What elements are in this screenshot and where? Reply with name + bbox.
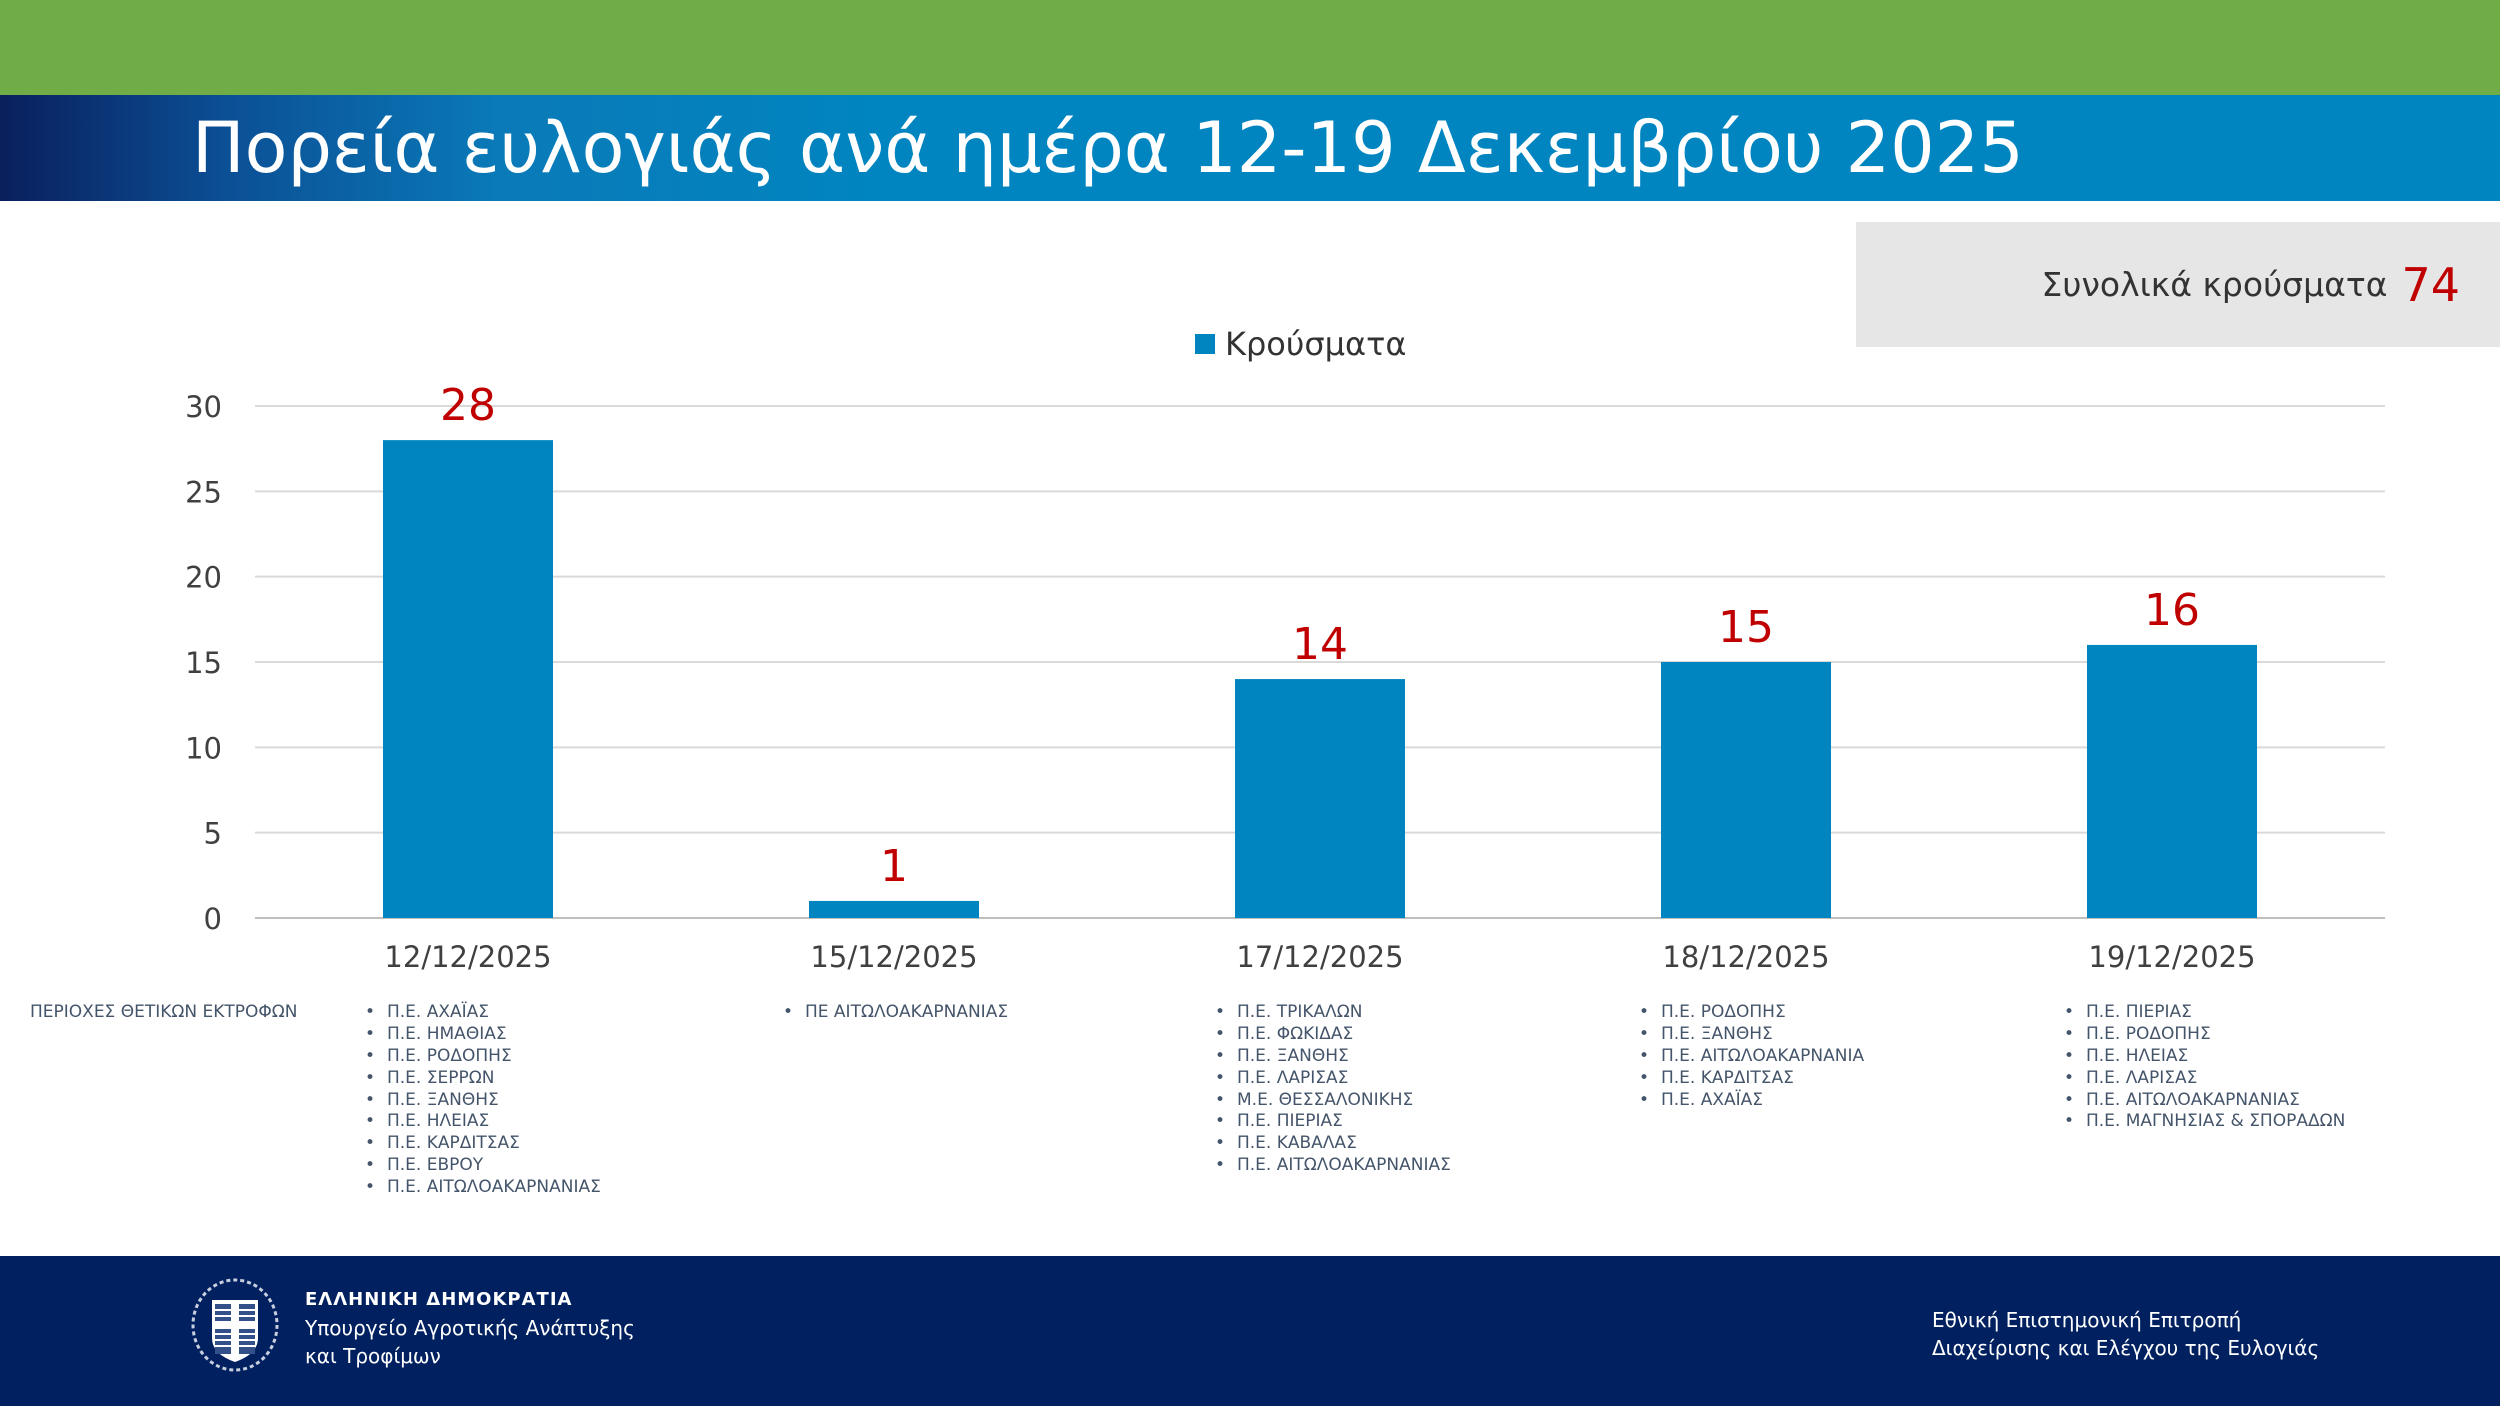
region-item: Π.Ε. ΣΕΡΡΩΝ	[365, 1068, 601, 1090]
committee-text: Εθνική Επιστημονική Επιτροπή Διαχείρισης…	[1932, 1306, 2319, 1362]
top-band	[0, 0, 2500, 95]
x-tick-label: 19/12/2025	[2088, 940, 2255, 974]
legend-swatch	[1195, 334, 1215, 354]
bar-chart: 0 5 10 15 20 25 30 28 12/12/2025 1 15/12/2025 14 17/…	[185, 380, 2385, 974]
bar	[1661, 662, 1831, 918]
regions-list: ΠΕ ΑΙΤΩΛΟΑΚΑΡΝΑΝΙΑΣ	[783, 1002, 1008, 1024]
region-item: Π.Ε. ΑΙΤΩΛΟΑΚΑΡΝΑΝΙΑΣ	[2064, 1090, 2345, 1112]
y-tick-label: 5	[204, 817, 222, 851]
bar	[1235, 679, 1405, 918]
region-item: Π.Ε. ΛΑΡΙΣΑΣ	[1215, 1068, 1451, 1090]
region-item: Π.Ε. ΞΑΝΘΗΣ	[1639, 1024, 1864, 1046]
region-item: Π.Ε. ΞΑΝΘΗΣ	[1215, 1046, 1451, 1068]
chart-legend: Κρούσματα	[1195, 325, 1406, 363]
title-bar: Πορεία ευλογιάς ανά ημέρα 12-19 Δεκεμβρί…	[0, 95, 2500, 201]
region-item: Μ.Ε. ΘΕΣΣΑΛΟΝΙΚΗΣ	[1215, 1090, 1451, 1112]
committee-line-2: Διαχείρισης και Ελέγχου της Ευλογιάς	[1932, 1336, 2320, 1360]
region-item: Π.Ε. ΗΜΑΘΙΑΣ	[365, 1024, 601, 1046]
total-cases-box: Συνολικά κρούσματα 74	[1856, 222, 2500, 347]
region-item: Π.Ε. ΡΟΔΟΠΗΣ	[2064, 1024, 2345, 1046]
region-item: Π.Ε. ΞΑΝΘΗΣ	[365, 1090, 601, 1112]
x-tick-label: 18/12/2025	[1662, 940, 1829, 974]
region-item: Π.Ε. ΠΙΕΡΙΑΣ	[2064, 1002, 2345, 1024]
region-item: Π.Ε. ΚΑΒΑΛΑΣ	[1215, 1133, 1451, 1155]
region-item: Π.Ε. ΑΧΑΪΑΣ	[1639, 1090, 1864, 1112]
y-tick-label: 10	[185, 731, 222, 765]
region-item: Π.Ε. ΜΑΓΝΗΣΙΑΣ & ΣΠΟΡΑΔΩΝ	[2064, 1111, 2345, 1133]
greek-emblem-icon	[191, 1278, 279, 1372]
legend-label: Κρούσματα	[1225, 325, 1407, 363]
x-tick-label: 17/12/2025	[1236, 940, 1403, 974]
y-tick-label: 30	[185, 390, 222, 424]
committee-line-1: Εθνική Επιστημονική Επιτροπή	[1932, 1308, 2242, 1332]
x-tick-label: 12/12/2025	[384, 940, 551, 974]
y-tick-label: 15	[185, 646, 222, 680]
data-label: 1	[880, 841, 908, 892]
regions-list: Π.Ε. ΡΟΔΟΠΗΣΠ.Ε. ΞΑΝΘΗΣΠ.Ε. ΑΙΤΩΛΟΑΚΑΡΝΑ…	[1639, 1002, 1864, 1111]
region-item: ΠΕ ΑΙΤΩΛΟΑΚΑΡΝΑΝΙΑΣ	[783, 1002, 1008, 1024]
page-title: Πορεία ευλογιάς ανά ημέρα 12-19 Δεκεμβρί…	[192, 107, 2024, 189]
region-item: Π.Ε. ΚΑΡΔΙΤΣΑΣ	[365, 1133, 601, 1155]
region-item: Π.Ε. ΑΙΤΩΛΟΑΚΑΡΝΑΝΙΑΣ	[365, 1177, 601, 1199]
y-tick-label: 25	[185, 475, 222, 509]
total-cases-label: Συνολικά κρούσματα	[2041, 265, 2388, 304]
ministry-line-1: Υπουργείο Αγροτικής Ανάπτυξης	[305, 1316, 635, 1340]
region-item: Π.Ε. ΗΛΕΙΑΣ	[2064, 1046, 2345, 1068]
bar	[383, 440, 553, 918]
region-item: Π.Ε. ΤΡΙΚΑΛΩΝ	[1215, 1002, 1451, 1024]
bar	[809, 900, 979, 918]
ministry-line-2: και Τροφίμων	[305, 1344, 441, 1368]
region-item: Π.Ε. ΦΩΚΙΔΑΣ	[1215, 1024, 1451, 1046]
ministry-text: ΕΛΛΗΝΙΚΗ ΔΗΜΟΚΡΑΤΙΑ Υπουργείο Αγροτικής …	[305, 1286, 635, 1370]
region-item: Π.Ε. ΡΟΔΟΠΗΣ	[365, 1046, 601, 1068]
regions-list: Π.Ε. ΠΙΕΡΙΑΣΠ.Ε. ΡΟΔΟΠΗΣΠ.Ε. ΗΛΕΙΑΣΠ.Ε. …	[2064, 1002, 2345, 1133]
x-tick-label: 15/12/2025	[810, 940, 977, 974]
region-item: Π.Ε. ΠΙΕΡΙΑΣ	[1215, 1111, 1451, 1133]
region-item: Π.Ε. ΡΟΔΟΠΗΣ	[1639, 1002, 1864, 1024]
data-label: 16	[2144, 585, 2200, 636]
region-item: Π.Ε. ΑΙΤΩΛΟΑΚΑΡΝΑΝΙΑΣ	[1215, 1155, 1451, 1177]
regions-label: ΠΕΡΙΟΧΕΣ ΘΕΤΙΚΩΝ ΕΚΤΡΟΦΩΝ	[30, 1002, 298, 1022]
bar	[2087, 644, 2257, 918]
region-item: Π.Ε. ΗΛΕΙΑΣ	[365, 1111, 601, 1133]
region-item: Π.Ε. ΛΑΡΙΣΑΣ	[2064, 1068, 2345, 1090]
regions-list: Π.Ε. ΑΧΑΪΑΣΠ.Ε. ΗΜΑΘΙΑΣΠ.Ε. ΡΟΔΟΠΗΣΠ.Ε. …	[365, 1002, 601, 1199]
data-label: 14	[1292, 619, 1348, 670]
y-tick-label: 0	[204, 902, 222, 936]
region-item: Π.Ε. ΑΙΤΩΛΟΑΚΑΡΝΑΝΙΑ	[1639, 1046, 1864, 1068]
region-item: Π.Ε. ΕΒΡΟΥ	[365, 1155, 601, 1177]
y-tick-label: 20	[185, 561, 222, 595]
regions-list: Π.Ε. ΤΡΙΚΑΛΩΝΠ.Ε. ΦΩΚΙΔΑΣΠ.Ε. ΞΑΝΘΗΣΠ.Ε.…	[1215, 1002, 1451, 1177]
region-item: Π.Ε. ΑΧΑΪΑΣ	[365, 1002, 601, 1024]
footer: ΕΛΛΗΝΙΚΗ ΔΗΜΟΚΡΑΤΙΑ Υπουργείο Αγροτικής …	[0, 1256, 2500, 1406]
total-cases-value: 74	[2401, 257, 2460, 312]
region-item: Π.Ε. ΚΑΡΔΙΤΣΑΣ	[1639, 1068, 1864, 1090]
data-label: 28	[440, 380, 496, 431]
data-label: 15	[1718, 602, 1774, 653]
republic-label: ΕΛΛΗΝΙΚΗ ΔΗΜΟΚΡΑΤΙΑ	[305, 1289, 573, 1310]
